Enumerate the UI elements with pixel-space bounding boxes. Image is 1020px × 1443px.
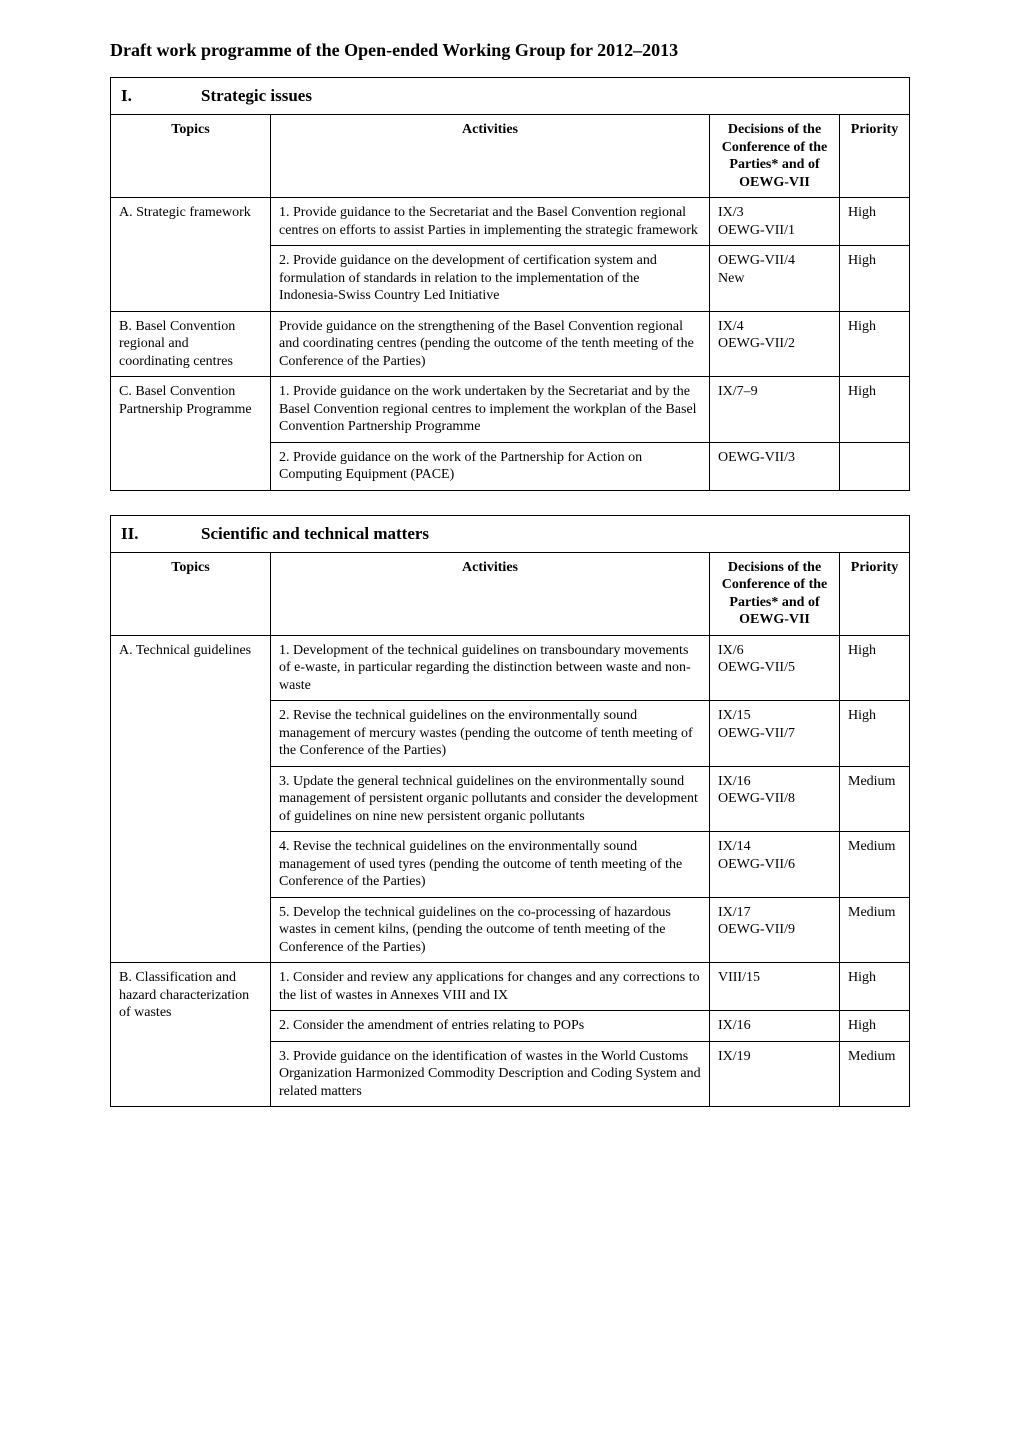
table-row: A. Strategic framework1. Provide guidanc…: [111, 198, 910, 246]
decision-cell: IX/15OEWG-VII/7: [710, 701, 840, 767]
priority-cell: High: [840, 701, 910, 767]
activity-cell: 3. Update the general technical guidelin…: [271, 766, 710, 832]
section-block: I.Strategic issuesTopicsActivitiesDecisi…: [110, 77, 910, 491]
topic-cell: B. Classification and hazard characteriz…: [111, 963, 271, 1107]
header-activities: Activities: [271, 552, 710, 635]
decision-cell: IX/19: [710, 1041, 840, 1107]
priority-cell: High: [840, 1011, 910, 1042]
table-header-row: TopicsActivitiesDecisions of the Confere…: [111, 552, 910, 635]
topic-cell: B. Basel Convention regional and coordin…: [111, 311, 271, 377]
section-number: I.: [121, 86, 201, 106]
decision-cell: IX/4OEWG-VII/2: [710, 311, 840, 377]
decision-cell: IX/17OEWG-VII/9: [710, 897, 840, 963]
decision-cell: IX/3OEWG-VII/1: [710, 198, 840, 246]
priority-cell: Medium: [840, 766, 910, 832]
table-row: A. Technical guidelines1. Development of…: [111, 635, 910, 701]
section-heading: I.Strategic issues: [110, 77, 910, 114]
priority-cell: High: [840, 198, 910, 246]
activity-cell: 2. Provide guidance on the work of the P…: [271, 442, 710, 490]
table-row: B. Classification and hazard characteriz…: [111, 963, 910, 1011]
decision-cell: IX/6OEWG-VII/5: [710, 635, 840, 701]
activity-cell: 2. Revise the technical guidelines on th…: [271, 701, 710, 767]
decision-cell: IX/16OEWG-VII/8: [710, 766, 840, 832]
activity-cell: 2. Consider the amendment of entries rel…: [271, 1011, 710, 1042]
priority-cell: [840, 442, 910, 490]
page-title: Draft work programme of the Open-ended W…: [110, 40, 910, 61]
header-decisions: Decisions of the Conference of the Parti…: [710, 115, 840, 198]
activity-cell: 1. Provide guidance on the work undertak…: [271, 377, 710, 443]
priority-cell: Medium: [840, 1041, 910, 1107]
activity-cell: Provide guidance on the strengthening of…: [271, 311, 710, 377]
priority-cell: High: [840, 246, 910, 312]
table-row: C. Basel Convention Partnership Programm…: [111, 377, 910, 443]
document-body: I.Strategic issuesTopicsActivitiesDecisi…: [110, 77, 910, 1107]
header-priority: Priority: [840, 552, 910, 635]
decision-cell: OEWG-VII/3: [710, 442, 840, 490]
section-heading: II.Scientific and technical matters: [110, 515, 910, 552]
table-header-row: TopicsActivitiesDecisions of the Confere…: [111, 115, 910, 198]
decision-cell: OEWG-VII/4New: [710, 246, 840, 312]
priority-cell: Medium: [840, 897, 910, 963]
priority-cell: Medium: [840, 832, 910, 898]
table-row: B. Basel Convention regional and coordin…: [111, 311, 910, 377]
activity-cell: 2. Provide guidance on the development o…: [271, 246, 710, 312]
topic-cell: A. Technical guidelines: [111, 635, 271, 963]
section-table: TopicsActivitiesDecisions of the Confere…: [110, 114, 910, 491]
decision-cell: VIII/15: [710, 963, 840, 1011]
topic-cell: A. Strategic framework: [111, 198, 271, 312]
priority-cell: High: [840, 377, 910, 443]
header-topics: Topics: [111, 552, 271, 635]
decision-cell: IX/7–9: [710, 377, 840, 443]
header-topics: Topics: [111, 115, 271, 198]
priority-cell: High: [840, 963, 910, 1011]
header-decisions: Decisions of the Conference of the Parti…: [710, 552, 840, 635]
header-priority: Priority: [840, 115, 910, 198]
activity-cell: 1. Development of the technical guidelin…: [271, 635, 710, 701]
section-block: II.Scientific and technical mattersTopic…: [110, 515, 910, 1108]
topic-cell: C. Basel Convention Partnership Programm…: [111, 377, 271, 491]
activity-cell: 1. Consider and review any applications …: [271, 963, 710, 1011]
decision-cell: IX/16: [710, 1011, 840, 1042]
section-title: Scientific and technical matters: [201, 524, 429, 543]
activity-cell: 5. Develop the technical guidelines on t…: [271, 897, 710, 963]
activity-cell: 3. Provide guidance on the identificatio…: [271, 1041, 710, 1107]
activity-cell: 4. Revise the technical guidelines on th…: [271, 832, 710, 898]
activity-cell: 1. Provide guidance to the Secretariat a…: [271, 198, 710, 246]
decision-cell: IX/14OEWG-VII/6: [710, 832, 840, 898]
priority-cell: High: [840, 635, 910, 701]
section-table: TopicsActivitiesDecisions of the Confere…: [110, 552, 910, 1108]
section-title: Strategic issues: [201, 86, 312, 105]
header-activities: Activities: [271, 115, 710, 198]
section-number: II.: [121, 524, 201, 544]
priority-cell: High: [840, 311, 910, 377]
